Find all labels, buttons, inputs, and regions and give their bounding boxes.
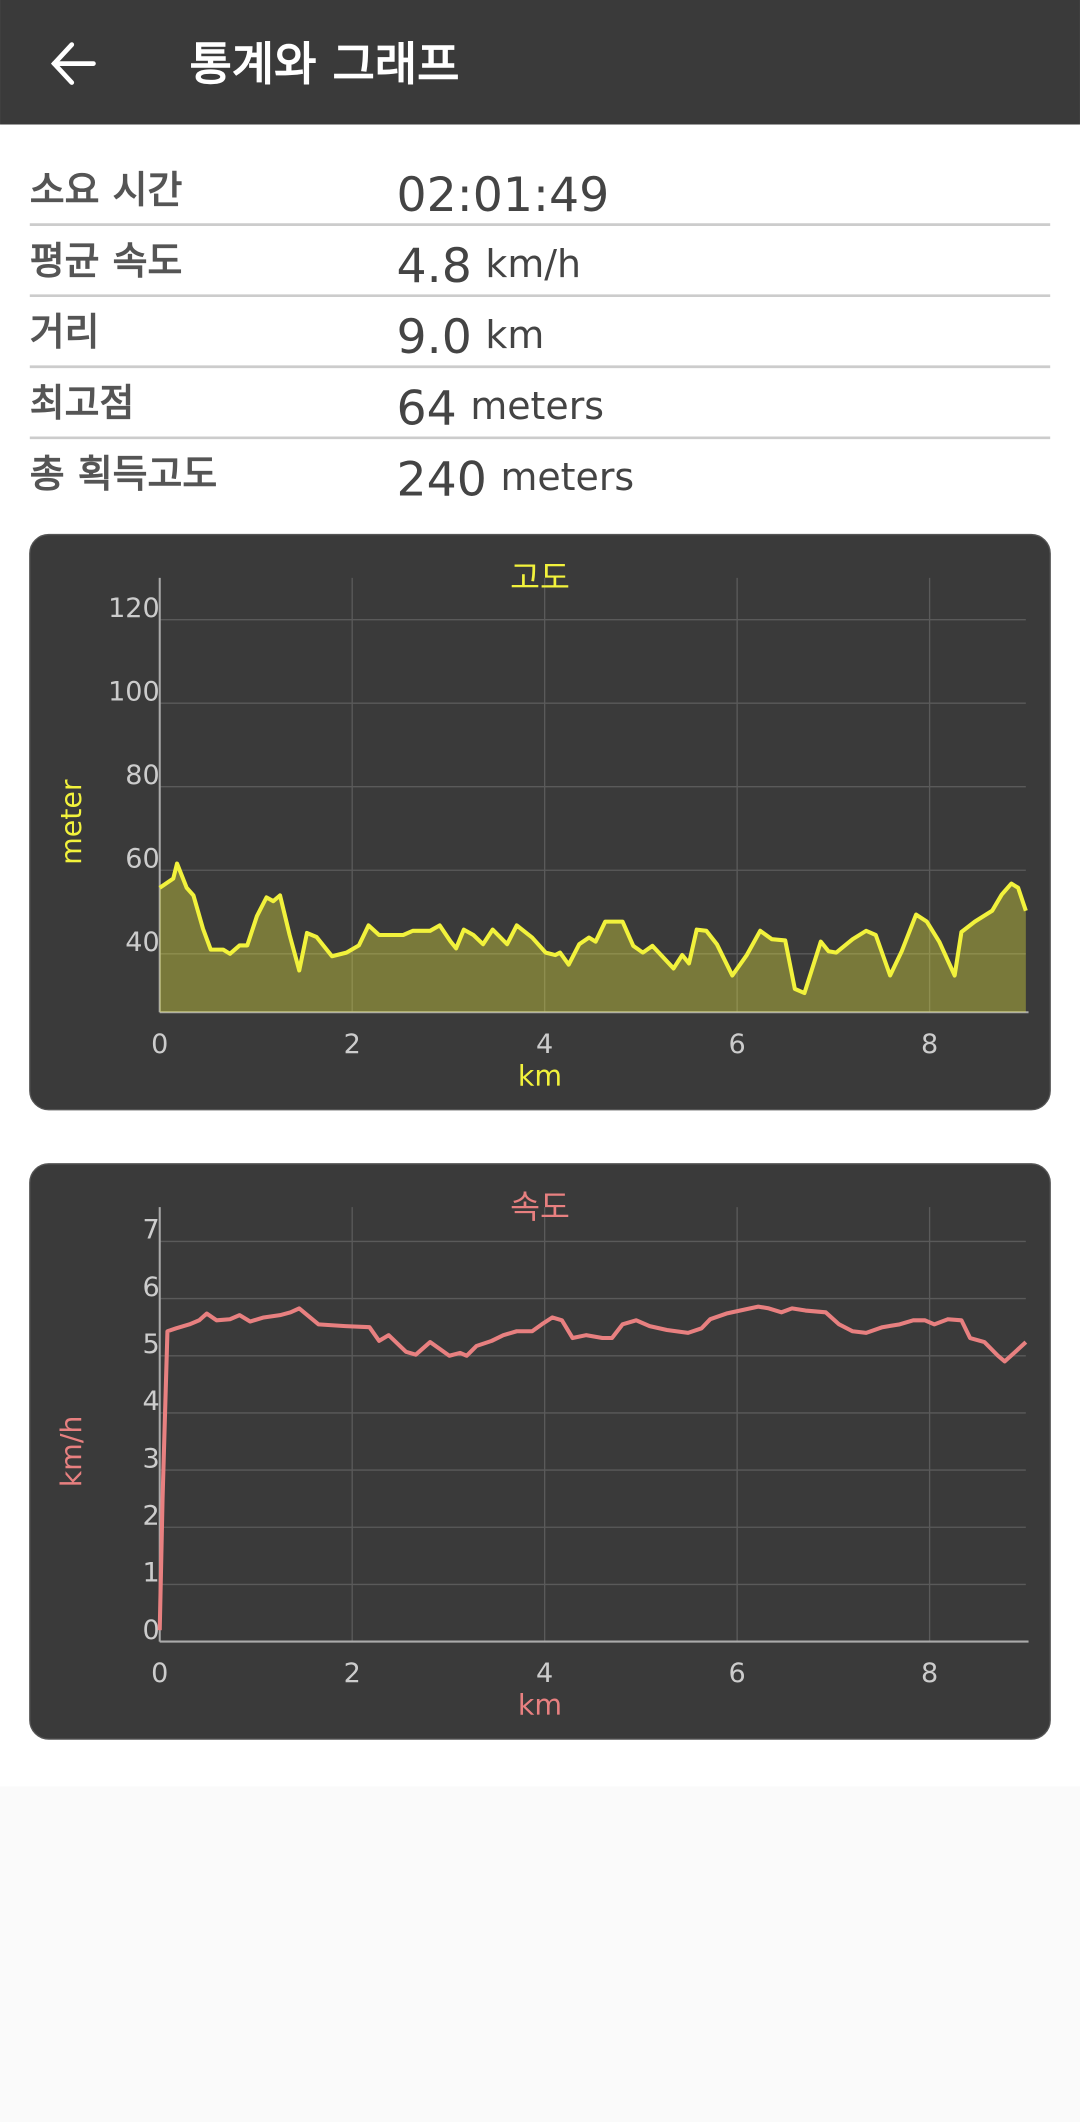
stat-label: 평균 속도 bbox=[30, 239, 183, 283]
stat-value-line: 9.0 km bbox=[397, 310, 545, 365]
chart-title: 고도 bbox=[510, 559, 570, 597]
y-axis-label: meter bbox=[55, 779, 88, 865]
empty-bg bbox=[0, 1786, 1080, 2122]
y-tick-label: 5 bbox=[142, 1329, 159, 1360]
stats-table: 소요 시간 02:01:49 평균 속도 4.8 km/h 거리 9.0 km 최고점 64 met… bbox=[29, 168, 1051, 507]
y-tick-label: 1 bbox=[142, 1558, 159, 1589]
y-tick-label: 40 bbox=[125, 927, 159, 958]
app-bar bbox=[0, 0, 1080, 125]
stat-label: 소요 시간 bbox=[30, 168, 183, 212]
line bbox=[158, 861, 1028, 996]
chart-title: 속도 bbox=[510, 1188, 570, 1226]
y-tick-label: 2 bbox=[142, 1501, 159, 1532]
x-tick-label: 4 bbox=[536, 1658, 553, 1689]
x-axis-label: km bbox=[518, 1689, 562, 1722]
stat-label: 거리 bbox=[30, 310, 100, 354]
chart-card bbox=[29, 1163, 1051, 1740]
stat-value: 02:01:49 bbox=[397, 168, 610, 223]
x-tick-label: 6 bbox=[729, 1658, 746, 1689]
x-tick-label: 8 bbox=[921, 1658, 938, 1689]
stat-unit: meters bbox=[470, 384, 604, 428]
x-tick-label: 8 bbox=[921, 1029, 938, 1060]
stat-value-line: 64 meters bbox=[397, 381, 604, 436]
stat-value: 4.8 bbox=[397, 239, 472, 294]
x-tick-label: 2 bbox=[344, 1029, 361, 1060]
y-tick-label: 60 bbox=[125, 844, 159, 875]
stat-unit: km bbox=[485, 313, 544, 357]
stat-value: 64 bbox=[397, 381, 457, 436]
back-arrow-head[interactable] bbox=[50, 42, 75, 85]
y-tick-label: 7 bbox=[142, 1215, 159, 1246]
stat-value: 9.0 bbox=[397, 310, 472, 365]
stat-value-line: 240 meters bbox=[397, 452, 635, 507]
stat-value-line: 4.8 km/h bbox=[397, 239, 581, 294]
x-tick-label: 6 bbox=[729, 1029, 746, 1060]
stat-label: 총 획득고도 bbox=[30, 452, 217, 496]
line bbox=[157, 1304, 1028, 1631]
stat-value-line: 02:01:49 bbox=[397, 168, 610, 223]
y-tick-label: 120 bbox=[108, 593, 160, 624]
stat-unit: km/h bbox=[485, 242, 581, 286]
y-tick-label: 4 bbox=[142, 1386, 159, 1417]
y-tick-label: 0 bbox=[142, 1615, 159, 1646]
back-button[interactable] bbox=[50, 42, 96, 85]
x-axis-label: km bbox=[518, 1059, 562, 1092]
charts: 40 60 80 100 120 0 2 4 6 8 고도 km meter 0 1 2 3 4 5 6 7 0 2 4 6 8 속… bbox=[29, 533, 1051, 1740]
y-tick-label: 3 bbox=[142, 1443, 159, 1474]
y-tick-label: 100 bbox=[108, 676, 160, 707]
y-axis-label: km/h bbox=[55, 1416, 88, 1488]
y-tick-label: 6 bbox=[142, 1272, 159, 1303]
stat-label: 최고점 bbox=[30, 381, 135, 425]
x-tick-label: 4 bbox=[536, 1029, 553, 1060]
chart-card bbox=[29, 533, 1051, 1111]
page-title: 통계와 그래프 bbox=[189, 37, 459, 91]
x-tick-label: 0 bbox=[151, 1029, 168, 1060]
area bbox=[159, 863, 1026, 1013]
stat-unit: meters bbox=[500, 455, 634, 499]
x-tick-label: 0 bbox=[151, 1658, 168, 1689]
x-tick-label: 2 bbox=[344, 1658, 361, 1689]
stat-value: 240 bbox=[397, 452, 487, 507]
y-tick-label: 80 bbox=[125, 760, 159, 791]
